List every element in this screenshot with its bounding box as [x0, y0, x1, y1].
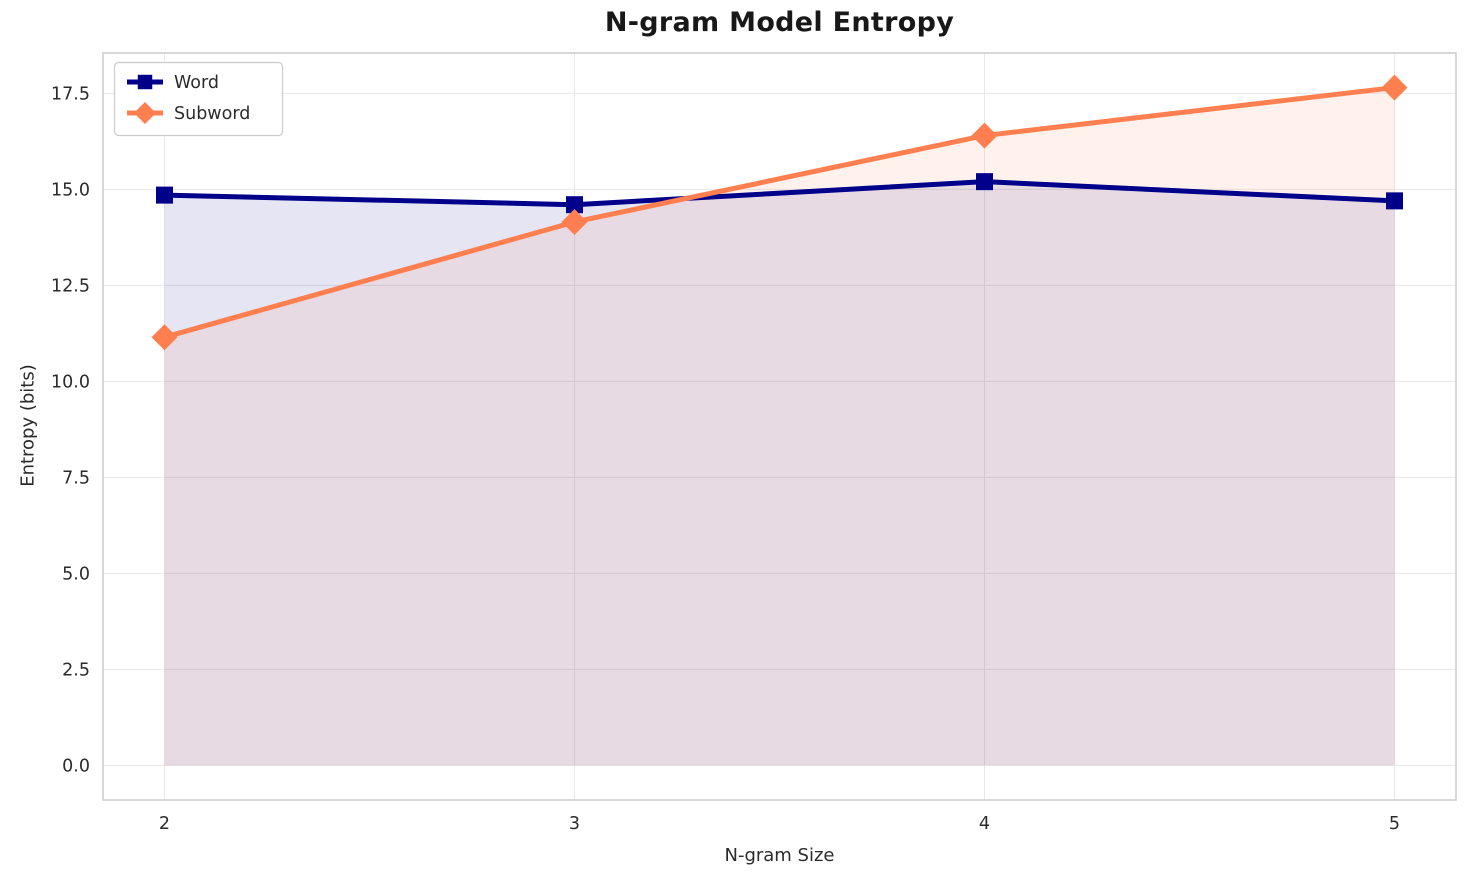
chart-title: N-gram Model Entropy: [604, 7, 955, 38]
line-word: [162, 179, 1397, 208]
marker-square: [137, 74, 153, 90]
y-tick-label: 17.5: [51, 84, 90, 104]
gridlines: [103, 53, 1456, 800]
series-word: [156, 173, 1403, 214]
plot-frame: [102, 52, 1457, 801]
y-tick-label: 10.0: [51, 372, 90, 392]
x-tick-label: 3: [569, 814, 580, 834]
marker-diamond: [151, 324, 178, 351]
tick-labels: 0.0 2.5 5.0 7.5 10.0 12.5 15.0 17.5 2 3 4 5: [51, 84, 1400, 834]
legend-item-subword: Subword: [127, 101, 250, 125]
y-tick-label: 15.0: [51, 180, 90, 200]
x-tick-label: 2: [159, 814, 170, 834]
marker-diamond: [133, 101, 157, 125]
line-subword: [162, 85, 1397, 340]
legend-item-word: Word: [127, 73, 219, 93]
legend: Word Subword: [113, 61, 284, 137]
y-tick-label: 7.5: [62, 468, 90, 488]
marker-diamond: [561, 208, 588, 235]
x-tick-label: 4: [979, 814, 990, 834]
marker-square: [1386, 192, 1403, 210]
marker-square: [156, 186, 173, 204]
marker-square: [566, 196, 583, 214]
y-tick-label: 0.0: [62, 756, 90, 776]
x-tick-label: 5: [1389, 814, 1400, 834]
y-tick-label: 5.0: [62, 564, 90, 584]
area-fill-subword: [164, 87, 1395, 766]
x-axis-label: N-gram Size: [724, 845, 835, 866]
y-axis-label: Entropy (bits): [17, 364, 39, 487]
marker-diamond: [971, 122, 998, 149]
y-tick-label: 12.5: [51, 276, 90, 296]
y-tick-label: 2.5: [62, 660, 90, 680]
area-fill-word: [164, 181, 1395, 766]
legend-label: Subword: [174, 104, 250, 124]
legend-label: Word: [174, 73, 219, 93]
series-subword: [151, 74, 1408, 351]
marker-square: [976, 173, 993, 191]
marker-diamond: [1381, 74, 1408, 101]
